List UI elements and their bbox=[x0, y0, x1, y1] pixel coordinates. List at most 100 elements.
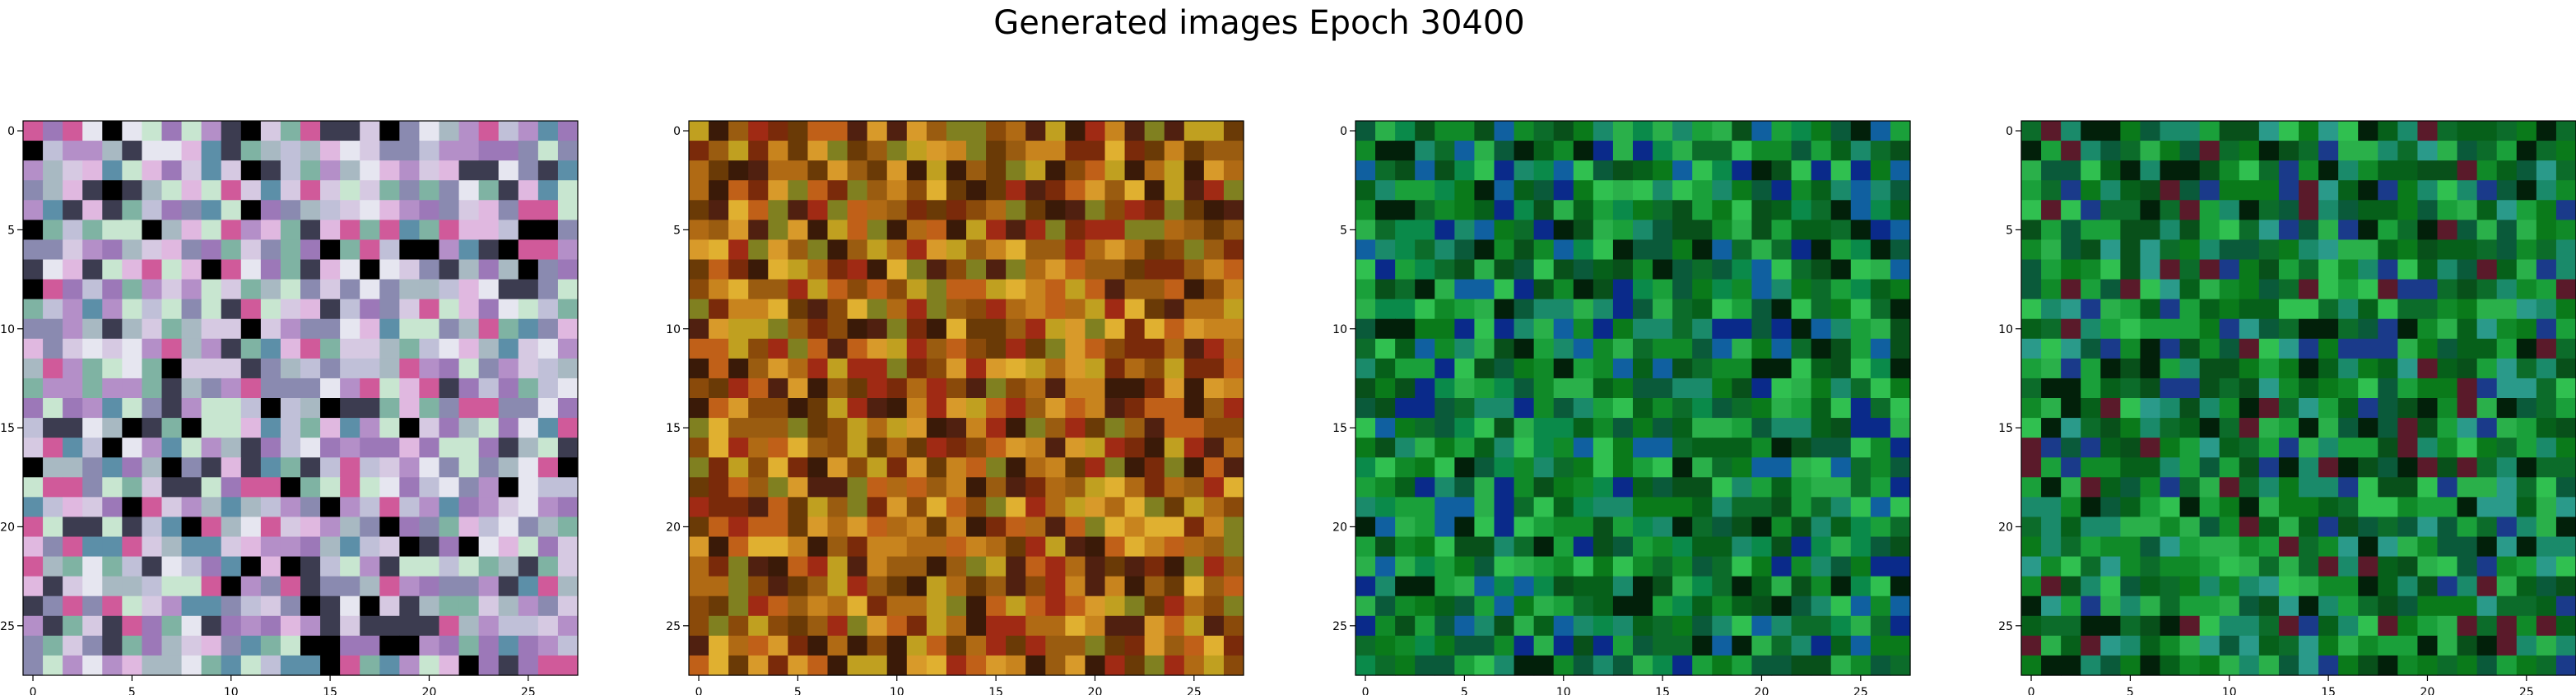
image-cell bbox=[221, 556, 242, 577]
image-cell bbox=[102, 299, 123, 320]
image-cell bbox=[807, 556, 829, 577]
image-cell bbox=[2120, 220, 2141, 241]
image-cell bbox=[439, 318, 460, 340]
image-cell bbox=[1692, 180, 1713, 201]
image-cell bbox=[2496, 418, 2518, 438]
image-cell bbox=[1672, 517, 1693, 538]
image-cell bbox=[63, 517, 83, 538]
image-cell bbox=[1434, 595, 1455, 617]
image-cell bbox=[82, 576, 103, 597]
image-cell bbox=[340, 635, 360, 656]
image-cell bbox=[2160, 556, 2181, 577]
image-cell bbox=[2179, 160, 2201, 181]
image-cell bbox=[161, 497, 183, 518]
image-cell bbox=[1124, 655, 1146, 676]
image-cell bbox=[906, 220, 928, 241]
image-cell bbox=[2061, 556, 2081, 577]
image-cell bbox=[1395, 595, 1416, 617]
image-cell bbox=[827, 438, 849, 458]
image-cell bbox=[1183, 180, 1205, 201]
image-cell bbox=[122, 655, 143, 676]
image-cell bbox=[2318, 220, 2339, 241]
image-cell bbox=[142, 259, 163, 280]
image-cell bbox=[1653, 398, 1673, 419]
image-cell bbox=[537, 497, 559, 518]
image-cell bbox=[1474, 438, 1495, 458]
image-cell bbox=[1553, 239, 1574, 261]
image-cell bbox=[2338, 536, 2359, 558]
image-cell bbox=[1395, 358, 1416, 379]
image-cell bbox=[1633, 595, 1653, 617]
image-cell bbox=[1223, 536, 1244, 558]
image-cell bbox=[1415, 220, 1435, 241]
image-cell bbox=[748, 279, 769, 300]
image-cell bbox=[2179, 318, 2201, 340]
image-cell bbox=[709, 438, 729, 458]
image-cell bbox=[439, 141, 460, 161]
image-cell bbox=[1791, 576, 1812, 597]
image-cell bbox=[537, 160, 559, 181]
image-cell bbox=[1890, 595, 1911, 617]
image-cell bbox=[1355, 200, 1376, 220]
image-cell bbox=[122, 635, 143, 656]
image-cell bbox=[1573, 457, 1594, 478]
image-cell bbox=[847, 299, 868, 320]
image-cell bbox=[2299, 635, 2319, 656]
image-cell bbox=[1454, 556, 1476, 577]
image-cell bbox=[2358, 220, 2378, 241]
image-cell bbox=[1454, 358, 1476, 379]
image-cell bbox=[1850, 576, 1872, 597]
image-cell bbox=[1771, 438, 1793, 458]
image-cell bbox=[1395, 318, 1416, 340]
image-cell bbox=[1006, 358, 1026, 379]
image-cell bbox=[906, 239, 928, 261]
image-cell bbox=[2397, 358, 2419, 379]
image-cell bbox=[2239, 655, 2260, 676]
image-cell bbox=[1104, 635, 1126, 656]
image-cell bbox=[1045, 358, 1066, 379]
image-cell bbox=[1124, 536, 1146, 558]
image-cell bbox=[221, 595, 242, 617]
image-cell bbox=[2318, 497, 2339, 518]
image-cell bbox=[1633, 180, 1653, 201]
image-cell bbox=[1612, 160, 1634, 181]
image-cell bbox=[788, 358, 809, 379]
image-cell bbox=[1732, 121, 1753, 141]
image-cell bbox=[1104, 338, 1126, 359]
image-cell bbox=[966, 438, 987, 458]
image-cell bbox=[2378, 239, 2398, 261]
image-cell bbox=[2516, 457, 2537, 478]
image-cell bbox=[2516, 358, 2537, 379]
image-cell bbox=[2358, 141, 2378, 161]
image-cell bbox=[82, 517, 103, 538]
image-cell bbox=[2120, 418, 2141, 438]
image-cell bbox=[1830, 595, 1852, 617]
image-cell bbox=[1045, 576, 1066, 597]
image-cell bbox=[847, 635, 868, 656]
image-cell bbox=[2219, 418, 2240, 438]
image-cell bbox=[867, 457, 888, 478]
image-cell bbox=[1553, 457, 1574, 478]
image-cell bbox=[1890, 517, 1911, 538]
image-cell bbox=[986, 121, 1007, 141]
image-cell bbox=[2120, 398, 2141, 419]
image-cell bbox=[102, 595, 123, 617]
image-cell bbox=[1850, 635, 1872, 656]
image-cell bbox=[1791, 635, 1812, 656]
image-cell bbox=[748, 200, 769, 220]
image-cell bbox=[2437, 358, 2458, 379]
image-cell bbox=[1533, 299, 1555, 320]
image-cell bbox=[768, 438, 788, 458]
image-cell bbox=[1653, 200, 1673, 220]
image-cell bbox=[1771, 536, 1793, 558]
image-cell bbox=[1124, 279, 1146, 300]
image-cell bbox=[768, 595, 788, 617]
image-cell bbox=[807, 517, 829, 538]
image-cell bbox=[1395, 556, 1416, 577]
image-cell bbox=[2358, 338, 2378, 359]
image-cell bbox=[1890, 536, 1911, 558]
image-cell bbox=[2397, 121, 2419, 141]
image-cell bbox=[340, 517, 360, 538]
image-cell bbox=[1573, 556, 1594, 577]
image-cell bbox=[2496, 239, 2518, 261]
